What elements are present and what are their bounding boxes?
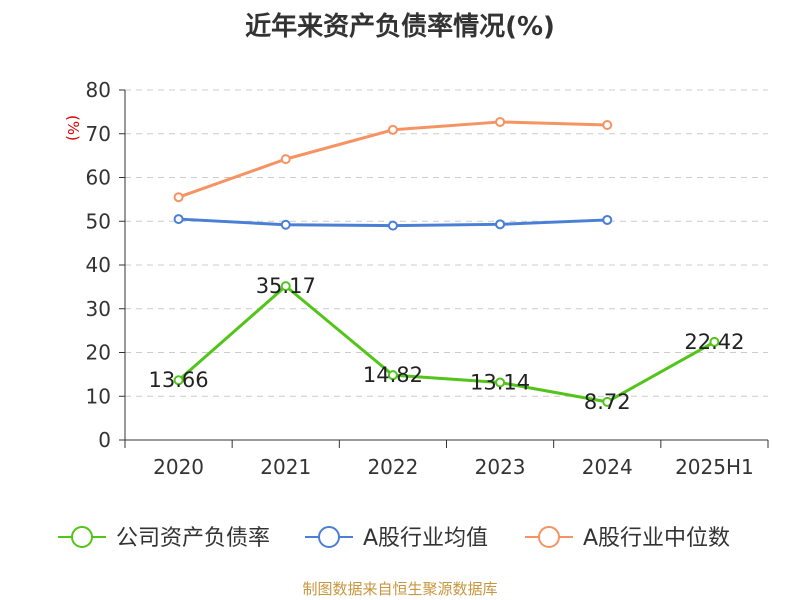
data-point [495,377,506,388]
series-points [173,116,720,407]
x-tick-label: 2022 [367,455,418,479]
data-point [280,219,291,230]
data-point [387,370,398,381]
legend: 公司资产负债率 A股行业均值 A股行业中位数 [58,526,730,551]
y-tick-label: 80 [86,78,111,102]
y-tick-label: 30 [86,297,111,321]
legend-label: 公司资产负债率 [116,526,270,551]
data-point [387,124,398,135]
y-tick-label: 70 [86,122,111,146]
data-label: 22.42 [684,330,744,354]
x-tick-label: 2020 [153,455,204,479]
data-point [602,396,613,407]
legend-label: A股行业均值 [363,526,488,551]
data-point [173,214,184,225]
y-tick-label: 20 [86,341,111,365]
data-point [280,154,291,165]
data-label: 13.66 [149,368,209,392]
data-label: 8.72 [584,390,631,414]
x-tick-label: 2024 [582,455,633,479]
y-axis-label: (%) [64,115,82,141]
y-tick-label: 60 [86,166,111,190]
series-line [177,284,716,404]
data-point [387,220,398,231]
data-label: 35.17 [256,274,316,298]
data-point [495,116,506,127]
series-lines [177,120,716,404]
x-tick-label: 2025H1 [675,455,754,479]
data-point [709,336,720,347]
legend-marker [538,526,560,548]
data-label: 13.14 [470,371,530,395]
data-labels: 13.66 35.17 14.82 13.14 8.72 22.42 [149,274,745,414]
y-tick-label: 50 [86,209,111,233]
legend-label: A股行业中位数 [583,526,730,551]
y-tick-label: 40 [86,253,111,277]
y-tick-label: 0 [98,428,111,452]
y-tick-label: 10 [86,384,111,408]
x-tick-label: 2021 [260,455,311,479]
data-point [280,281,291,292]
x-tick-label: 2023 [475,455,526,479]
data-point [173,375,184,386]
grid-lines [125,89,768,397]
source-note: 制图数据来自恒生聚源数据库 [302,580,498,598]
legend-marker [318,526,340,548]
data-point [602,214,613,225]
data-point [173,192,184,203]
chart-title: 近年来资产负债率情况(%) [245,12,555,42]
data-point [602,120,613,130]
data-point [495,219,506,230]
legend-marker [71,526,93,548]
data-label: 14.82 [363,363,423,387]
axes: 0 10 20 30 40 50 60 70 80 2020 2021 2022 2023 2024 202… [64,78,769,479]
